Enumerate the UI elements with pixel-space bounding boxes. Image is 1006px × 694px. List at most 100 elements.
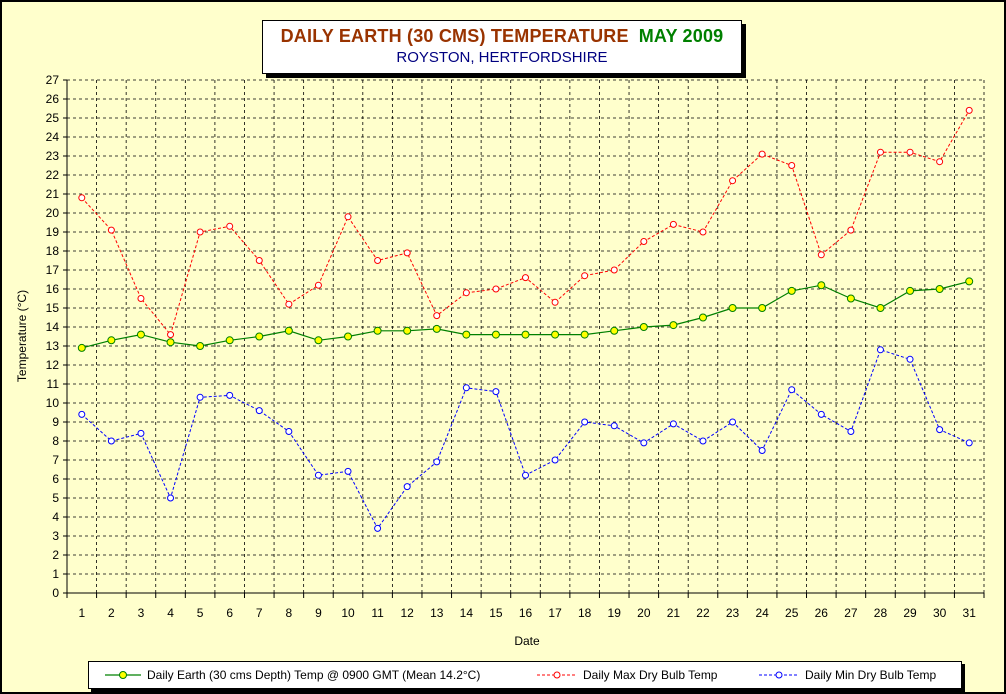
x-tick-label: 22 — [696, 606, 710, 620]
data-point-earth — [255, 332, 264, 341]
legend-item-min: Daily Min Dry Bulb Temp — [757, 662, 936, 688]
data-point-min — [462, 384, 470, 392]
x-tick-label: 31 — [963, 606, 977, 620]
x-tick-label: 17 — [548, 606, 562, 620]
chart-title-box: DAILY EARTH (30 CMS) TEMPERATURE MAY 2009… — [262, 20, 742, 74]
data-point-earth — [225, 336, 234, 345]
data-point-earth — [787, 286, 796, 295]
data-point-earth — [758, 304, 767, 312]
x-tick-label: 18 — [578, 606, 592, 620]
data-point-max — [758, 150, 766, 158]
data-point-min — [551, 456, 559, 464]
data-point-earth — [77, 343, 86, 352]
data-point-max — [462, 289, 470, 297]
x-tick-label: 27 — [844, 606, 858, 620]
data-point-max — [788, 162, 796, 169]
data-point-min — [669, 420, 677, 428]
x-tick-label: 2 — [108, 606, 115, 620]
data-point-earth — [639, 323, 648, 331]
data-point-max — [255, 257, 263, 264]
data-point-max — [167, 331, 175, 339]
y-tick-label: 14 — [46, 320, 60, 334]
data-point-earth — [166, 338, 175, 347]
y-tick-label: 9 — [52, 415, 59, 429]
x-tick-label: 23 — [726, 606, 740, 620]
data-point-earth — [373, 326, 382, 335]
data-point-earth — [462, 330, 471, 339]
data-point-min — [876, 346, 884, 354]
data-point-max — [965, 106, 973, 114]
data-point-max — [433, 312, 441, 320]
data-point-max — [78, 194, 86, 202]
y-tick-label: 2 — [52, 548, 59, 562]
data-point-max — [551, 298, 559, 306]
legend-item-earth: Daily Earth (30 cms Depth) Temp @ 0900 G… — [103, 662, 480, 688]
data-point-min — [788, 386, 796, 394]
data-point-min — [78, 410, 86, 418]
data-point-min — [581, 418, 589, 426]
data-point-max — [876, 148, 884, 156]
x-tick-label: 16 — [519, 606, 533, 620]
data-point-min — [196, 393, 204, 401]
y-tick-label: 25 — [46, 111, 60, 125]
data-point-max — [344, 213, 352, 221]
y-tick-label: 24 — [46, 130, 60, 144]
data-point-earth — [136, 330, 145, 339]
x-tick-label: 9 — [315, 606, 322, 620]
y-tick-label: 18 — [46, 244, 60, 258]
data-point-min — [403, 483, 411, 491]
legend-label-min: Daily Min Dry Bulb Temp — [805, 668, 937, 682]
chart-title: DAILY EARTH (30 CMS) TEMPERATURE MAY 2009 — [263, 26, 741, 47]
x-tick-label: 28 — [874, 606, 888, 620]
data-point-max — [285, 300, 293, 308]
data-point-earth — [551, 330, 560, 339]
legend-label-max: Daily Max Dry Bulb Temp — [583, 668, 718, 682]
data-point-min — [699, 437, 707, 445]
x-tick-label: 21 — [667, 606, 681, 620]
x-tick-label: 24 — [755, 606, 769, 620]
y-tick-label: 4 — [52, 510, 59, 524]
data-point-min — [610, 422, 618, 430]
x-tick-label: 10 — [341, 606, 355, 620]
data-point-max — [640, 238, 648, 245]
data-point-min — [936, 426, 944, 434]
data-point-earth — [580, 330, 589, 339]
data-point-min — [433, 458, 441, 466]
data-point-min — [344, 467, 352, 475]
data-point-min — [374, 524, 382, 532]
x-tick-label: 8 — [286, 606, 293, 620]
data-point-earth — [403, 326, 412, 335]
x-tick-labels: 1 2 3 4 5 6 7 8 9 10 11 12 13 14 15 16 17 18 19 20 21 22 23 24 2… — [78, 606, 976, 620]
data-point-max — [610, 266, 618, 274]
data-point-max — [699, 228, 707, 236]
y-tick-label: 1 — [52, 567, 59, 581]
y-tick-label: 17 — [46, 263, 60, 277]
data-point-min — [492, 388, 500, 396]
data-point-min — [107, 437, 115, 445]
x-tick-label: 15 — [489, 606, 503, 620]
data-point-max — [196, 228, 204, 236]
data-point-earth — [846, 294, 855, 303]
y-tick-labels: 0123456789101112131415161718192021222324… — [46, 73, 60, 600]
x-tick-label: 11 — [371, 606, 384, 620]
data-point-earth — [432, 324, 441, 333]
y-tick-label: 20 — [46, 206, 60, 220]
series-earth — [77, 277, 974, 352]
data-point-earth — [344, 332, 353, 341]
y-tick-label: 15 — [46, 301, 60, 315]
data-point-max — [492, 285, 500, 293]
y-tick-label: 3 — [52, 529, 59, 543]
data-point-earth — [817, 281, 826, 290]
data-point-earth — [314, 336, 323, 345]
axes — [63, 79, 985, 598]
data-point-earth — [521, 330, 530, 339]
y-tick-label: 26 — [46, 92, 60, 106]
y-axis-label: Temperature (°C) — [15, 290, 29, 382]
data-point-max — [137, 295, 145, 302]
legend-label-earth: Daily Earth (30 cms Depth) Temp @ 0900 G… — [147, 668, 481, 682]
data-point-min — [137, 429, 145, 437]
x-tick-label: 5 — [197, 606, 204, 620]
data-point-max — [906, 148, 914, 156]
data-point-earth — [491, 330, 500, 339]
